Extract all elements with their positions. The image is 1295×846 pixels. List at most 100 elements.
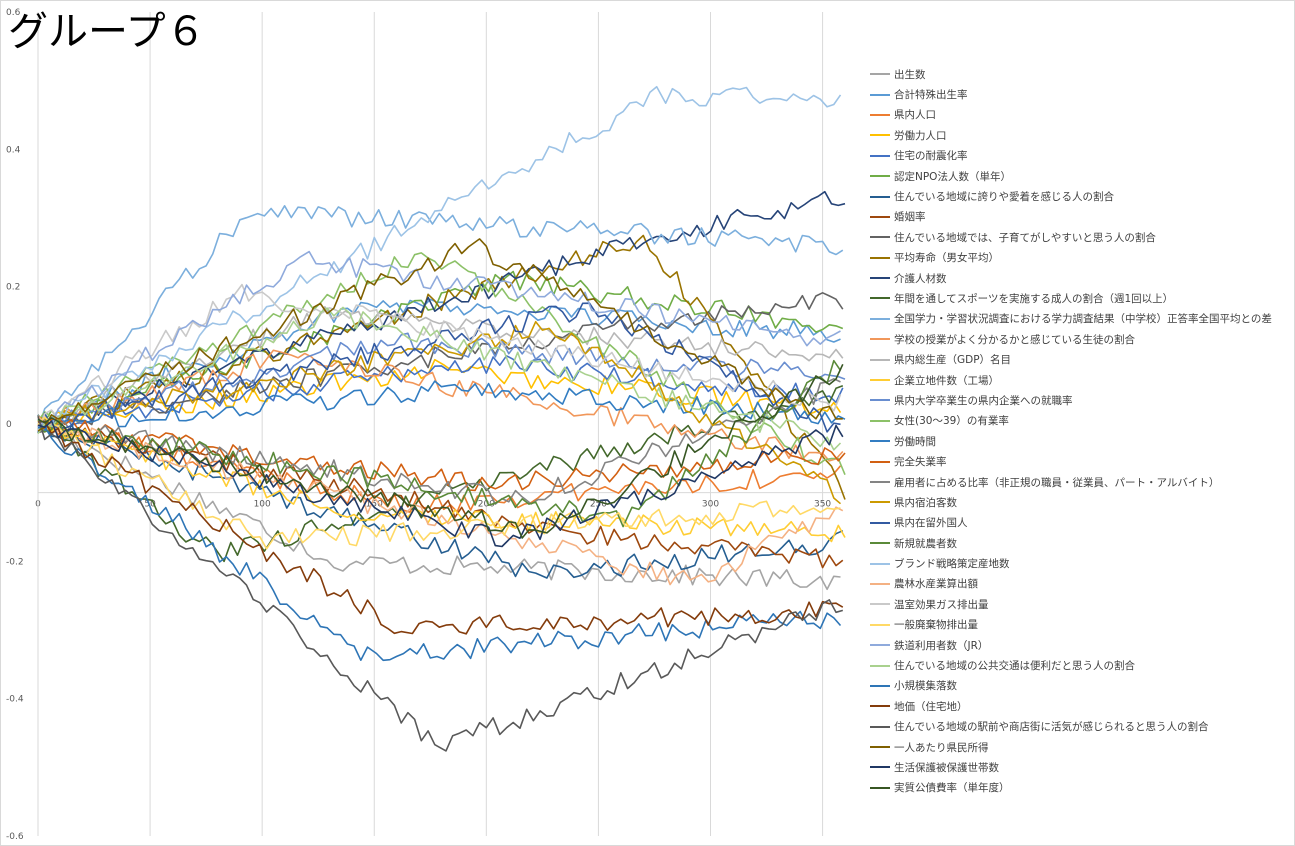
legend-label: 温室効果ガス排出量 [894, 597, 989, 612]
chart-title: グループ６ [8, 12, 206, 52]
legend-swatch [870, 644, 890, 646]
legend-label: 労働力人口 [894, 128, 947, 143]
y-tick-label: -0.2 [6, 557, 24, 567]
legend-label: 住んでいる地域の駅前や商店街に活気が感じられると思う人の割合 [894, 719, 1208, 734]
legend-swatch [870, 665, 890, 667]
series-line [38, 381, 845, 431]
legend-entry: 県内大学卒業生の県内企業への就職率 [870, 390, 1292, 410]
legend-swatch [870, 481, 890, 483]
legend-label: 認定NPO法人数（単年） [894, 169, 1011, 184]
legend-entry: 県内宿泊客数 [870, 492, 1292, 512]
y-tick-label: 0.2 [6, 283, 20, 293]
legend-entry: 住宅の耐震化率 [870, 146, 1292, 166]
legend-swatch [870, 277, 890, 279]
series-line [38, 427, 841, 661]
legend-entry: 完全失業率 [870, 451, 1292, 471]
legend-label: 住んでいる地域では、子育てがしやすいと思う人の割合 [894, 230, 1156, 245]
legend-swatch [870, 338, 890, 340]
legend-label: 住んでいる地域の公共交通は便利だと思う人の割合 [894, 658, 1135, 673]
legend-swatch [870, 420, 890, 422]
legend-swatch [870, 257, 890, 259]
legend-entry: 実質公債費率（単年度） [870, 778, 1292, 798]
legend-entry: 住んでいる地域では、子育てがしやすいと思う人の割合 [870, 227, 1292, 247]
legend-swatch [870, 603, 890, 605]
legend-label: 鉄道利用者数（JR） [894, 638, 988, 653]
legend-entry: 学校の授業がよく分かるかと感じている生徒の割合 [870, 329, 1292, 349]
legend-entry: 新規就農者数 [870, 533, 1292, 553]
legend-swatch [870, 583, 890, 585]
legend-swatch [870, 297, 890, 299]
y-tick-label: -0.6 [6, 832, 24, 842]
legend-label: 県内在留外国人 [894, 515, 968, 530]
legend-swatch [870, 155, 890, 157]
series-line [38, 307, 841, 449]
legend-label: 女性(30〜39）の有業率 [894, 413, 1009, 428]
legend-label: 平均寿命（男女平均） [894, 250, 999, 265]
series-line [38, 87, 841, 423]
legend-swatch [870, 318, 890, 320]
y-axis: 0.6 0.4 0.2 0 -0.2 -0.4 -0.6 [6, 8, 38, 842]
legend-swatch [870, 94, 890, 96]
legend-label: 企業立地件数（工場） [894, 373, 999, 388]
legend-label: 年間を通してスポーツを実施する成人の割合（週1回以上） [894, 291, 1173, 306]
legend-swatch [870, 114, 890, 116]
legend-entry: 県内総生産（GDP）名目 [870, 349, 1292, 369]
legend-swatch [870, 216, 890, 218]
legend-entry: 平均寿命（男女平均） [870, 248, 1292, 268]
legend-entry: 農林水産業算出額 [870, 574, 1292, 594]
legend-label: 介護人材数 [894, 271, 947, 286]
legend-entry: 認定NPO法人数（単年） [870, 166, 1292, 186]
legend-entry: ブランド戦略策定産地数 [870, 553, 1292, 573]
legend-swatch [870, 461, 890, 463]
legend-swatch [870, 236, 890, 238]
legend-label: 雇用者に占める比率（非正規の職員・従業員、パート・アルバイト） [894, 475, 1219, 490]
legend-swatch [870, 175, 890, 177]
legend-swatch [870, 359, 890, 361]
legend: 出生数合計特殊出生率 県内人口労働力人口住宅の耐震化率認定NPO法人数（単年） 住ん… [870, 64, 1292, 798]
legend-entry: 女性(30〜39）の有業率 [870, 411, 1292, 431]
legend-label: 県内総生産（GDP）名目 [894, 352, 1011, 367]
legend-swatch [870, 542, 890, 544]
legend-label: 合計特殊出生率 [894, 87, 968, 102]
legend-entry: 一人あたり県民所得 [870, 737, 1292, 757]
legend-label: ブランド戦略策定産地数 [894, 556, 1010, 571]
legend-swatch [870, 399, 890, 401]
legend-entry: 県内在留外国人 [870, 513, 1292, 533]
legend-entry: 住んでいる地域の駅前や商店街に活気が感じられると思う人の割合 [870, 717, 1292, 737]
legend-label: 労働時間 [894, 434, 936, 449]
legend-swatch [870, 134, 890, 136]
legend-swatch [870, 624, 890, 626]
legend-label: 学校の授業がよく分かるかと感じている生徒の割合 [894, 332, 1135, 347]
legend-swatch [870, 766, 890, 768]
legend-entry: 県内人口 [870, 105, 1292, 125]
legend-label: 一人あたり県民所得 [894, 740, 989, 755]
legend-swatch [870, 705, 890, 707]
series-lines [38, 87, 845, 751]
legend-label: 住んでいる地域に誇りや愛着を感じる人の割合 [894, 189, 1114, 204]
legend-entry: 労働力人口 [870, 125, 1292, 145]
legend-label: 一般廃棄物排出量 [894, 617, 978, 632]
legend-label: 新規就農者数 [894, 536, 957, 551]
legend-swatch [870, 563, 890, 565]
legend-swatch [870, 440, 890, 442]
x-tick-label: 100 [254, 500, 271, 510]
chart-plot: 050100150200250300350 0.60.40.20-0.2-0.4… [0, 0, 850, 846]
legend-swatch [870, 73, 890, 75]
legend-entry: 出生数 [870, 64, 1292, 84]
y-tick-label: -0.4 [6, 695, 24, 705]
legend-entry: 一般廃棄物排出量 [870, 615, 1292, 635]
legend-entry: 生活保護被保護世帯数 [870, 757, 1292, 777]
legend-entry: 婚姻率 [870, 207, 1292, 227]
x-tick-label: 300 [702, 500, 719, 510]
legend-label: 県内人口 [894, 107, 936, 122]
legend-entry: 介護人材数 [870, 268, 1292, 288]
legend-label: 完全失業率 [894, 454, 947, 469]
legend-label: 生活保護被保護世帯数 [894, 760, 999, 775]
legend-swatch [870, 379, 890, 381]
y-tick-label: 0.4 [6, 145, 21, 155]
legend-label: 住宅の耐震化率 [894, 148, 968, 163]
legend-label: 全国学力・学習状況調査における学力調査結果（中学校）正答率全国平均との差 [894, 311, 1272, 326]
legend-label: 地価（住宅地） [894, 699, 968, 714]
legend-entry: 小規模集落数 [870, 676, 1292, 696]
legend-swatch [870, 196, 890, 198]
